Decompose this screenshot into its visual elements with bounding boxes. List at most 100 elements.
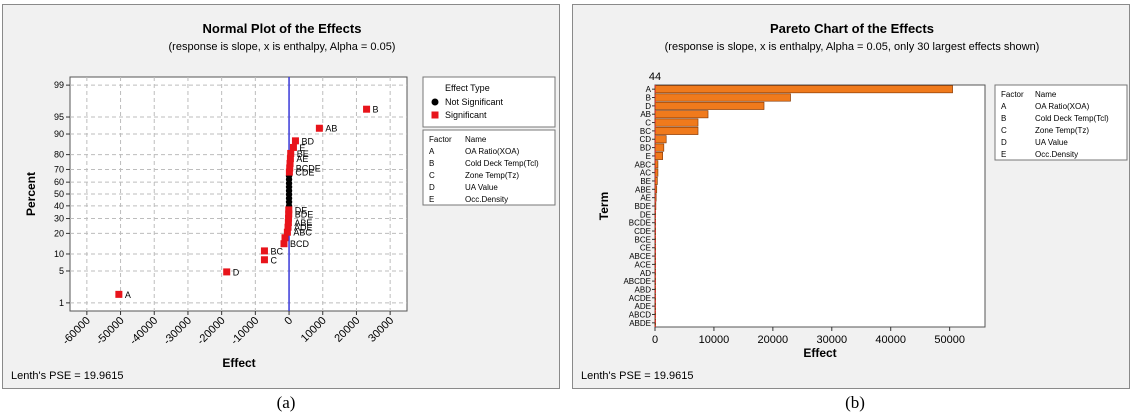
significant-point — [363, 105, 371, 113]
factor-c-code: C — [429, 171, 435, 180]
point-label: AB — [325, 124, 337, 134]
normal-plot-grid — [70, 77, 407, 311]
pareto-chart-title: Pareto Chart of the Effects — [770, 21, 934, 36]
significant-point — [286, 164, 294, 172]
point-label: BE — [297, 149, 309, 159]
term-label: BCE — [635, 235, 651, 244]
y-tick-label: 40 — [54, 201, 64, 211]
pareto-chart-svg: Pareto Chart of the Effects (response is… — [597, 21, 1128, 360]
x-tick-label: 20000 — [758, 334, 789, 346]
lenth-pse-note-a: Lenth's PSE = 19.9615 — [11, 370, 124, 382]
significant-point — [291, 137, 299, 145]
significant-point — [280, 240, 288, 248]
normal-plot-y-axis-label: Percent — [24, 172, 38, 216]
term-label: CDE — [634, 227, 651, 236]
significant-marker-icon — [431, 111, 439, 119]
normal-plot-svg: Normal Plot of the Effects (response is … — [24, 21, 556, 370]
x-tick-label: 20000 — [332, 315, 362, 345]
factor-b-code: B — [1001, 114, 1006, 123]
point-label: E — [299, 143, 305, 153]
normal-plot-x-ticks: -60000 -50000 -40000 -30000 -20000 -10000 0 100… — [60, 311, 396, 347]
pareto-bar — [654, 85, 953, 94]
x-tick-label: -50000 — [94, 315, 127, 348]
significant-point — [260, 256, 268, 264]
term-label: A — [646, 85, 652, 94]
x-tick-label: 50000 — [934, 334, 965, 346]
point-label: B — [373, 105, 379, 115]
significant-point — [284, 223, 292, 231]
factor-d-code: D — [1001, 138, 1007, 147]
term-label: ABCE — [629, 252, 651, 261]
factor-b-name: Cold Deck Temp(Tcl) — [1035, 114, 1109, 123]
y-tick-label: 10 — [54, 249, 64, 259]
effect-type-legend: Effect Type Not Significant Significant — [422, 76, 556, 128]
x-tick-label: -60000 — [60, 315, 93, 348]
y-tick-label: 99 — [54, 80, 64, 90]
pareto-bar — [654, 101, 765, 110]
pareto-bar — [654, 118, 699, 127]
point-label: A — [125, 290, 131, 300]
pareto-bar — [654, 110, 709, 119]
factor-e-code: E — [429, 195, 434, 204]
point-label: BC — [270, 246, 283, 256]
term-label: BC — [640, 127, 651, 136]
caption-a: (a) — [276, 393, 296, 412]
term-label: ACE — [635, 260, 651, 269]
pareto-reference-value: 44 — [649, 71, 661, 83]
pareto-x-ticks: 0 10000 20000 30000 40000 50000 — [652, 327, 965, 346]
factor-table-a: Factor Name A OA Ratio(XOA) B Cold Deck … — [422, 129, 556, 206]
x-tick-label: 10000 — [299, 315, 329, 345]
pareto-chart-subtitle: (response is slope, x is enthalpy, Alpha… — [665, 41, 1040, 53]
point-label: BCD — [290, 239, 310, 249]
term-label: BDE — [635, 202, 651, 211]
x-tick-label: 0 — [282, 315, 295, 328]
normal-plot-subtitle: (response is slope, x is enthalpy, Alpha… — [169, 41, 396, 53]
pareto-x-axis-label: Effect — [803, 346, 836, 360]
point-label: BCDE — [296, 163, 321, 173]
significant-point — [287, 149, 295, 157]
x-tick-label: -30000 — [161, 315, 194, 348]
y-tick-label: 95 — [54, 112, 64, 122]
term-label: ADE — [635, 302, 651, 311]
term-label: AC — [640, 169, 651, 178]
pareto-bar — [654, 143, 665, 152]
term-label: ACDE — [629, 294, 651, 303]
point-label: ABE — [294, 218, 312, 228]
factor-table-b: Factor Name A OA Ratio(XOA) B Cold Deck … — [994, 84, 1128, 161]
point-label: ABC — [293, 228, 312, 238]
significant-point — [281, 234, 289, 242]
y-tick-label: 90 — [54, 129, 64, 139]
term-label: D — [645, 102, 651, 111]
y-tick-label: 50 — [54, 189, 64, 199]
pareto-bars: ABDABCBCCDBDEABCACBEABEAEBDEDEBCDECDEBCE… — [623, 85, 953, 328]
pareto-bar — [654, 126, 699, 135]
significant-point — [283, 228, 291, 236]
x-tick-label: 0 — [652, 334, 658, 346]
term-label: ABDE — [629, 319, 651, 328]
caption-b: (b) — [845, 393, 865, 412]
term-label: AE — [640, 194, 651, 203]
point-label: BDE — [295, 209, 314, 219]
name-header: Name — [1035, 90, 1057, 99]
normal-plot-x-axis-label: Effect — [222, 356, 255, 370]
term-label: ABC — [635, 160, 652, 169]
term-label: AB — [640, 110, 651, 119]
x-tick-label: 40000 — [875, 334, 906, 346]
not-significant-legend-label: Not Significant — [445, 97, 504, 107]
point-label: C — [270, 255, 277, 265]
point-label: DE — [295, 205, 308, 215]
term-label: ABCDE — [623, 277, 651, 286]
factor-d-name: UA Value — [1035, 138, 1068, 147]
y-tick-label: 70 — [54, 164, 64, 174]
term-label: BD — [640, 144, 651, 153]
point-label: ADE — [294, 223, 313, 233]
pareto-chart-panel: Pareto Chart of the Effects (response is… — [572, 4, 1130, 389]
normal-plot-panel: Normal Plot of the Effects (response is … — [2, 4, 560, 389]
factor-a-code: A — [1001, 102, 1007, 111]
pareto-bar — [654, 151, 663, 160]
lenth-pse-note-b: Lenth's PSE = 19.9615 — [581, 370, 694, 382]
significant-point — [289, 143, 297, 151]
factor-a-name: OA Ratio(XOA) — [465, 147, 520, 156]
term-label: B — [646, 94, 651, 103]
factor-c-code: C — [1001, 126, 1007, 135]
